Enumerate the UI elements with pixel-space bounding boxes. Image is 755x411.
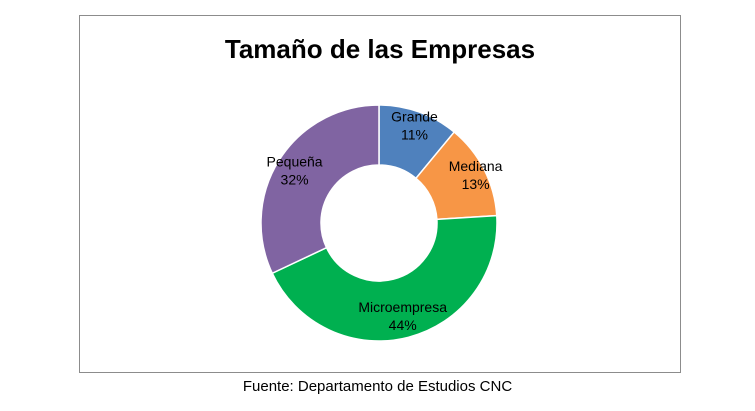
slice-pequeña [260,104,380,275]
source-caption: Fuente: Departamento de Estudios CNC [242,378,513,395]
chart-frame: Tamaño de las Empresas Grande 11% Mediana 1… [79,15,681,373]
chart-title: Tamaño de las Empresas [224,34,536,64]
slice-label-pequeña: Pequeña [267,153,323,169]
slice-value-pequeña: 32% [281,171,309,187]
slice-label-microempresa: Microempresa [358,299,447,315]
slice-label-grande: Grande [391,108,438,124]
slice-label-mediana: Mediana [449,158,503,174]
slice-value-mediana: 13% [462,176,490,192]
donut-chart: Grande 11% Mediana 13% Microempresa 44% Pequeñ… [260,104,503,342]
slice-value-microempresa: 44% [389,317,417,333]
slice-value-grande: 11% [401,126,428,142]
slice-microempresa [271,214,498,342]
